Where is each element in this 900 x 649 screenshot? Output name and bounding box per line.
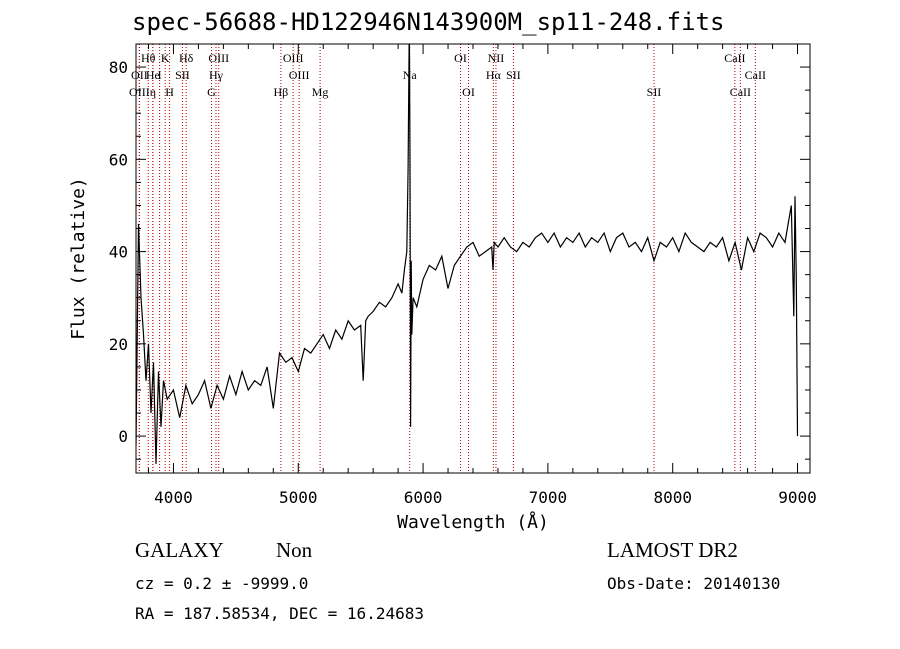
x-axis-label: Wavelength (Å) [397, 511, 549, 533]
line-label-4: η [150, 85, 156, 99]
plot-frame [135, 43, 811, 474]
line-label-13: OIII [283, 51, 304, 65]
line-label-6: H [165, 85, 174, 99]
y-tick-label: 0 [118, 427, 128, 446]
y-tick-label: 20 [109, 335, 128, 354]
line-label-5: K [161, 51, 170, 65]
line-label-26: CaII [745, 68, 766, 82]
line-label-0: Hθ [141, 51, 156, 65]
line-label-20: NII [488, 51, 505, 65]
line-label-16: Mg [312, 85, 329, 99]
object-subclass: Non [276, 538, 313, 562]
line-label-24: CaII [724, 51, 745, 65]
line-label-11: Hγ [209, 68, 224, 82]
line-label-15: Hβ [274, 85, 289, 99]
object-class: GALAXY [135, 538, 224, 562]
line-label-9: Hδ [179, 51, 194, 65]
line-label-10: OIII [208, 51, 229, 65]
line-label-18: OI [454, 51, 467, 65]
x-tick-label: 6000 [404, 488, 443, 507]
line-label-7: I [158, 68, 162, 82]
x-tick-label: 4000 [154, 488, 193, 507]
line-label-12: G [207, 85, 216, 99]
spectral-line-markers [138, 44, 756, 473]
redshift-info: cz = 0.2 ± -9999.0 [135, 574, 309, 593]
y-tick-label: 80 [109, 58, 128, 77]
survey-name: LAMOST DR2 [607, 538, 738, 562]
x-tick-label: 7000 [529, 488, 568, 507]
x-tick-label: 8000 [653, 488, 692, 507]
flux-series [136, 44, 799, 464]
flux-line [136, 44, 799, 464]
line-label-25: CaII [730, 85, 751, 99]
line-label-14: OIII [289, 68, 310, 82]
y-axis-label: Flux (relative) [68, 177, 89, 340]
line-label-21: Hα [486, 68, 502, 82]
ra-dec: RA = 187.58534, DEC = 16.24683 [135, 604, 424, 623]
obs-date: Obs-Date: 20140130 [607, 574, 781, 593]
line-label-1: OII [131, 68, 148, 82]
x-tick-label: 9000 [778, 488, 817, 507]
line-label-22: SII [506, 68, 521, 82]
line-label-2: OIII [129, 85, 150, 99]
line-label-23: SII [647, 85, 662, 99]
axis-ticks: 4000 5000 6000 7000 8000 9000 0 20 40 60 80 [109, 43, 817, 507]
line-label-19: OI [462, 85, 475, 99]
line-label-3: He [146, 68, 160, 82]
y-tick-label: 40 [109, 243, 128, 262]
chart-title: spec-56688-HD122946N143900M_sp11-248.fit… [132, 8, 725, 36]
line-label-8: SII [175, 68, 190, 82]
x-tick-label: 5000 [279, 488, 318, 507]
y-tick-label: 60 [109, 150, 128, 169]
